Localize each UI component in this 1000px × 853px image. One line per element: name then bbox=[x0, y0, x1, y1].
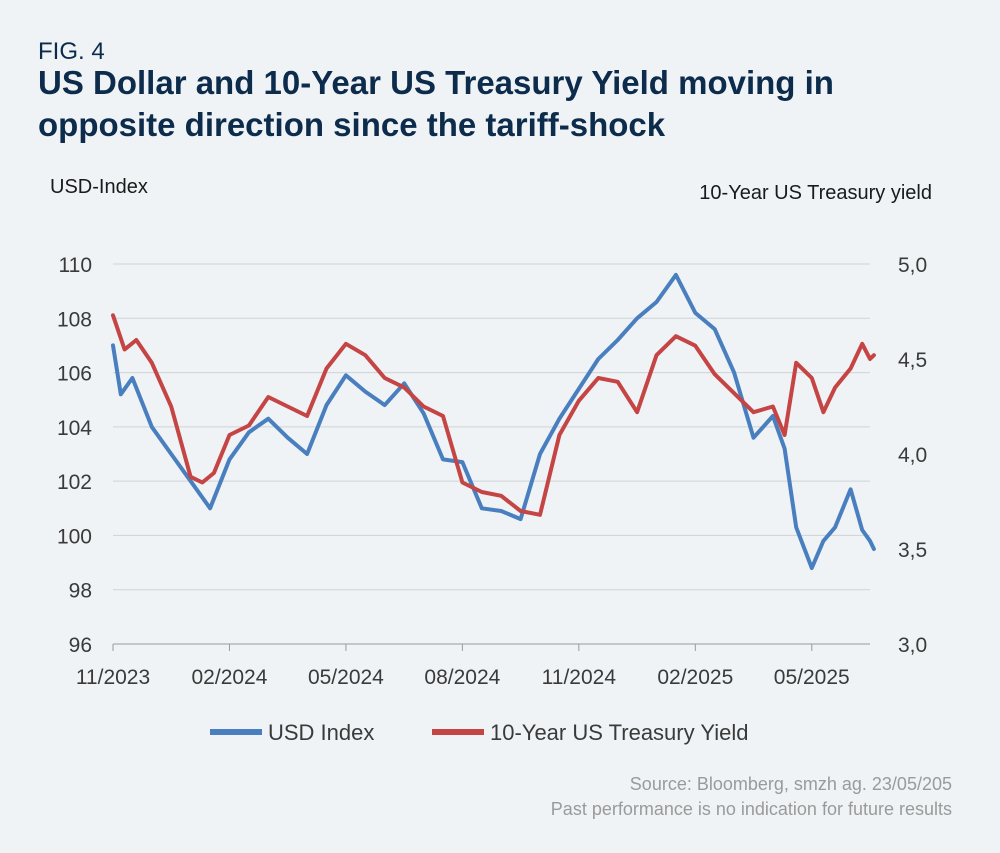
x-tick-label: 05/2024 bbox=[308, 666, 384, 689]
left-y-tick-label: 96 bbox=[69, 634, 92, 657]
right-axis-title: 10-Year US Treasury yield bbox=[699, 182, 932, 204]
right-y-tick-label: 3,0 bbox=[898, 634, 927, 657]
left-y-tick-label: 108 bbox=[57, 308, 92, 331]
left-axis-title: USD-Index bbox=[50, 176, 148, 198]
left-y-tick-label: 106 bbox=[57, 363, 92, 386]
right-y-tick-label: 3,5 bbox=[898, 539, 927, 562]
right-y-tick-label: 5,0 bbox=[898, 254, 927, 277]
left-y-tick-label: 98 bbox=[69, 580, 92, 603]
x-tick-label: 02/2025 bbox=[657, 666, 733, 689]
left-y-tick-label: 102 bbox=[57, 471, 92, 494]
right-y-tick-label: 4,0 bbox=[898, 444, 927, 467]
x-tick-label: 05/2025 bbox=[774, 666, 850, 689]
usd-index-series-line bbox=[111, 272, 876, 570]
source-note: Source: Bloomberg, smzh ag. 23/05/205 Pa… bbox=[551, 772, 952, 822]
chart-title: US Dollar and 10-Year US Treasury Yield … bbox=[38, 64, 834, 143]
x-tick-label: 08/2024 bbox=[424, 666, 500, 689]
left-y-tick-label: 100 bbox=[57, 525, 92, 548]
x-tick-label: 02/2024 bbox=[192, 666, 268, 689]
x-tick-label: 11/2024 bbox=[542, 666, 617, 689]
left-y-tick-label: 110 bbox=[59, 254, 92, 277]
line-chart: USD-Index 10-Year US Treasury yield 96 98… bbox=[50, 176, 932, 745]
source-line: Source: Bloomberg, smzh ag. 23/05/205 bbox=[629, 774, 952, 794]
legend-label: 10-Year US Treasury Yield bbox=[490, 720, 748, 745]
figure-label: FIG. 4 bbox=[38, 38, 105, 65]
legend-label: USD Index bbox=[268, 720, 374, 745]
disclaimer-line: Past performance is no indication for fu… bbox=[550, 799, 952, 819]
x-tick-label: 11/2023 bbox=[76, 666, 150, 689]
10-year-us-treasury-yield-series-line bbox=[111, 313, 876, 517]
left-y-tick-label: 104 bbox=[57, 417, 92, 440]
right-y-tick-label: 4,5 bbox=[898, 349, 927, 372]
